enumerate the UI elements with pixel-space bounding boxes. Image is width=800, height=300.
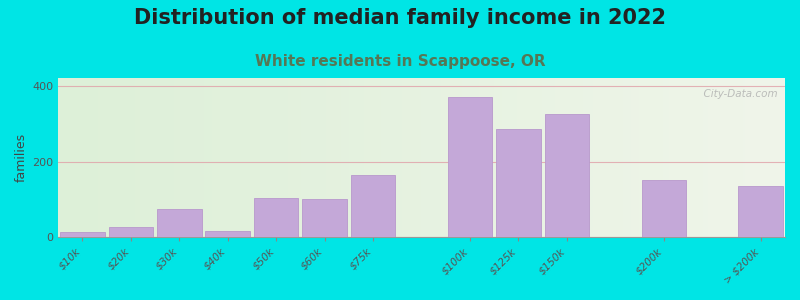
Bar [60, 232, 105, 237]
Text: White residents in Scappoose, OR: White residents in Scappoose, OR [254, 54, 546, 69]
Bar [109, 227, 153, 237]
Bar [496, 129, 541, 237]
Bar [545, 114, 590, 237]
Bar [642, 181, 686, 237]
Bar [302, 200, 347, 237]
Bar [157, 209, 202, 237]
Bar [206, 231, 250, 237]
Bar [738, 186, 783, 237]
Text: Distribution of median family income in 2022: Distribution of median family income in … [134, 8, 666, 28]
Bar [448, 97, 492, 237]
Y-axis label: families: families [15, 133, 28, 182]
Bar [254, 198, 298, 237]
Text: City-Data.com: City-Data.com [697, 89, 778, 99]
Bar [351, 175, 395, 237]
